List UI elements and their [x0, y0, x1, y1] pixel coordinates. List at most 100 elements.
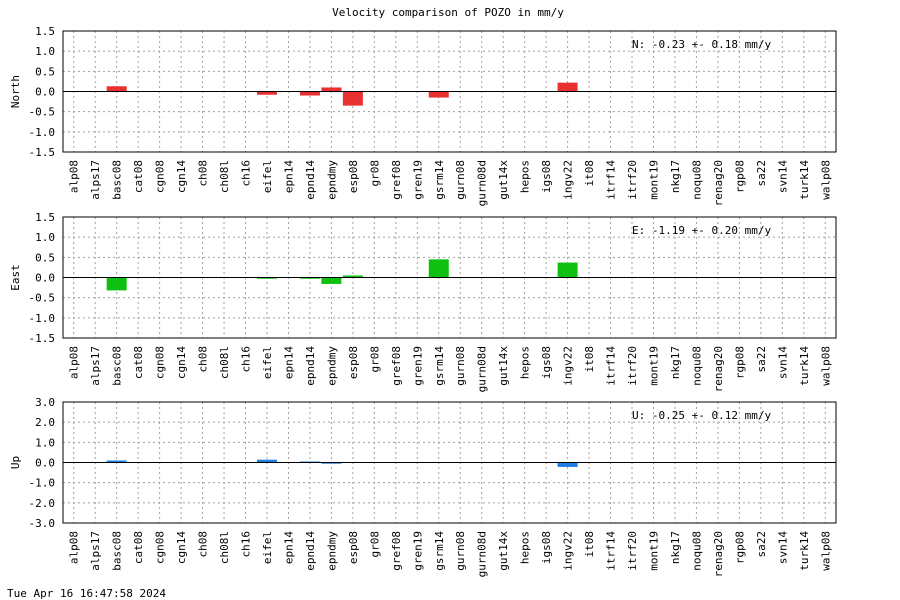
- x-tick-label: alp08: [68, 346, 81, 379]
- x-tick-label: renag20: [712, 346, 725, 392]
- bar-north-ingv22: [557, 82, 578, 92]
- bar-up-epndmy: [321, 462, 342, 464]
- x-tick-label: gurn08d: [476, 160, 489, 206]
- x-tick-label: epn14: [282, 346, 295, 379]
- stat-text: E: -1.19 +- 0.20 mm/y: [632, 224, 771, 237]
- y-tick-label: 0.0: [35, 272, 55, 285]
- x-tick-label: gren19: [411, 346, 424, 386]
- x-tick-label: svn14: [776, 531, 789, 564]
- x-tick-label: gref08: [390, 160, 403, 200]
- y-axis-label: East: [9, 264, 22, 291]
- x-tick-label: sa22: [755, 531, 768, 558]
- y-tick-label: 0.0: [35, 86, 55, 99]
- x-tick-label: cgn08: [154, 531, 167, 564]
- x-tick-label: ingv22: [562, 346, 575, 386]
- panel-north: 1.5 1.0 0.5 0.0 -0.5 -1.0 -1.5 North N: -0.23 +-…: [9, 25, 837, 206]
- x-tick-label: gut14x: [497, 346, 510, 386]
- x-tick-label: gref08: [390, 346, 403, 386]
- x-tick-label: cat08: [132, 346, 145, 379]
- x-tick-label: cgn08: [154, 160, 167, 193]
- y-tick-label: -1.0: [29, 126, 56, 139]
- x-tick-label: epndmy: [325, 531, 338, 571]
- x-tick-label: eifel: [261, 160, 274, 193]
- y-tick-label: 0.5: [35, 65, 55, 78]
- x-tick-label: cgn14: [175, 346, 188, 379]
- x-tick-label: gr08: [368, 160, 381, 187]
- y-tick-label: -1.5: [29, 146, 56, 159]
- x-tick-label: itrf20: [626, 346, 639, 386]
- x-tick-label: gsrm14: [433, 531, 446, 571]
- x-tick-label: cat08: [132, 160, 145, 193]
- x-tick-label: epnd14: [304, 160, 317, 200]
- x-tick-label: ch08: [197, 346, 210, 373]
- x-tick-label: ch08l: [218, 160, 231, 193]
- x-tick-label: ch16: [240, 346, 253, 373]
- x-tick-label: nkg17: [669, 160, 682, 193]
- stat-text: U: -0.25 +- 0.12 mm/y: [632, 409, 771, 422]
- y-tick-label: -0.5: [29, 106, 56, 119]
- x-tick-label: igs08: [540, 531, 553, 564]
- x-tick-label: hepos: [519, 160, 532, 193]
- x-tick-label: gurn08d: [476, 346, 489, 392]
- x-tick-label: ch08: [197, 531, 210, 558]
- x-tick-label: ch08l: [218, 346, 231, 379]
- y-tick-label: 1.0: [35, 231, 55, 244]
- x-tick-label: gr08: [368, 531, 381, 558]
- bar-north-epnd14: [299, 91, 320, 96]
- bar-east-ingv22: [557, 262, 578, 278]
- bar-east-epndmy: [321, 277, 342, 284]
- bar-north-basc08: [106, 86, 127, 92]
- x-tick-label: sa22: [755, 160, 768, 187]
- x-tick-label: cat08: [132, 531, 145, 564]
- x-tick-label: noqu08: [690, 160, 703, 200]
- x-tick-label: gut14x: [497, 160, 510, 200]
- x-tick-label: nkg17: [669, 531, 682, 564]
- footer-timestamp: Tue Apr 16 16:47:58 2024: [7, 587, 166, 600]
- bar-east-esp08: [342, 275, 363, 278]
- x-tick-label: epnd14: [304, 346, 317, 386]
- x-tick-label: eifel: [261, 346, 274, 379]
- x-tick-label: ch16: [240, 531, 253, 558]
- x-tick-label: basc08: [111, 531, 124, 571]
- y-tick-label: 1.5: [35, 211, 55, 224]
- x-tick-label: gren19: [411, 160, 424, 200]
- x-tick-label: svn14: [776, 160, 789, 193]
- x-tick-label: gren19: [411, 531, 424, 571]
- x-tick-label: rgp08: [733, 346, 746, 379]
- x-tick-label: noqu08: [690, 346, 703, 386]
- y-tick-label: 3.0: [35, 396, 55, 409]
- x-tick-label: alps17: [89, 346, 102, 386]
- x-tick-label: alp08: [68, 531, 81, 564]
- x-tick-label: ingv22: [562, 531, 575, 571]
- x-tick-label: gref08: [390, 531, 403, 571]
- y-tick-label: 2.0: [35, 416, 55, 429]
- x-tick-label: hepos: [519, 531, 532, 564]
- x-tick-label: mont19: [647, 346, 660, 386]
- bar-up-ingv22: [557, 462, 578, 467]
- x-tick-label: gr08: [368, 346, 381, 373]
- x-tick-label: ch08l: [218, 531, 231, 564]
- panel-east: 1.5 1.0 0.5 0.0 -0.5 -1.0 -1.5 East E: -1.19 +- …: [9, 211, 837, 392]
- x-tick-label: turk14: [798, 531, 811, 571]
- x-tick-label: renag20: [712, 531, 725, 577]
- x-tick-label: itrf20: [626, 531, 639, 571]
- bar-east-gsrm14: [428, 259, 449, 278]
- y-axis-label: North: [9, 75, 22, 108]
- x-tick-label: gurn08: [454, 160, 467, 200]
- chart-title: Velocity comparison of POZO in mm/y: [332, 6, 564, 19]
- x-tick-label: epn14: [282, 531, 295, 564]
- y-tick-label: 1.0: [35, 436, 55, 449]
- x-tick-label: igs08: [540, 160, 553, 193]
- y-tick-label: 0.0: [35, 457, 55, 470]
- x-tick-label: epndmy: [325, 160, 338, 200]
- plot-frame: [62, 30, 837, 153]
- y-tick-label: -1.0: [29, 312, 56, 325]
- x-tick-label: epnd14: [304, 531, 317, 571]
- bar-east-basc08: [106, 277, 127, 291]
- y-axis-label: Up: [9, 456, 22, 469]
- x-tick-label: it08: [583, 346, 596, 373]
- x-tick-label: gurn08: [454, 531, 467, 571]
- x-tick-label: esp08: [347, 346, 360, 379]
- x-tick-label: cgn08: [154, 346, 167, 379]
